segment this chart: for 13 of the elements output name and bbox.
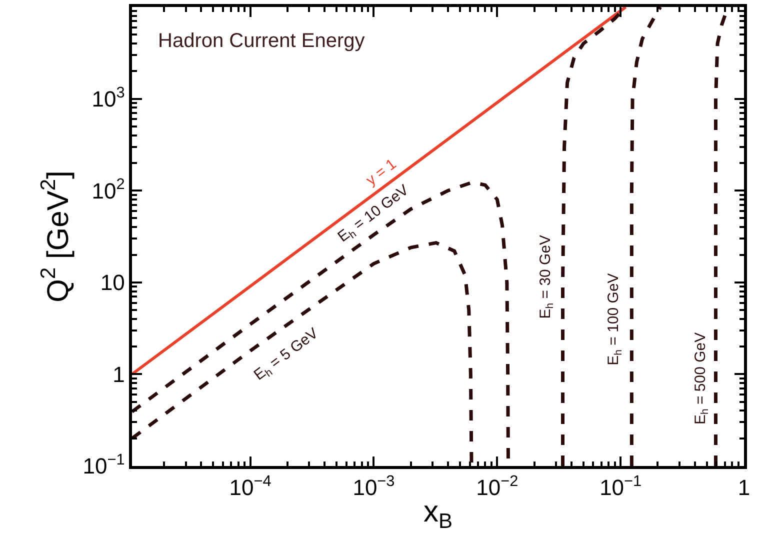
y-tick-label: 1 xyxy=(112,362,125,387)
x-axis-title: x$_{B}$ xyxy=(423,496,453,533)
x-tick-label: 10$^{−4}$ xyxy=(229,472,272,500)
y-tick-label: 10$^{3}$ xyxy=(92,84,125,112)
annotation: y = 1 xyxy=(363,156,400,190)
x-tick-label: 10$^{−1}$ xyxy=(600,472,642,500)
y-tick-label: 10$^{2}$ xyxy=(92,176,125,204)
x-tick-label: 10$^{−3}$ xyxy=(352,472,395,500)
text: Hadron Current Energy xyxy=(158,30,365,52)
x-tick-label: 10$^{−2}$ xyxy=(476,472,518,500)
x-tick-label: 1 xyxy=(738,475,750,500)
y-tick-label: 10 xyxy=(100,270,125,296)
y-tick-label: 10$^{−1}$ xyxy=(82,451,125,479)
